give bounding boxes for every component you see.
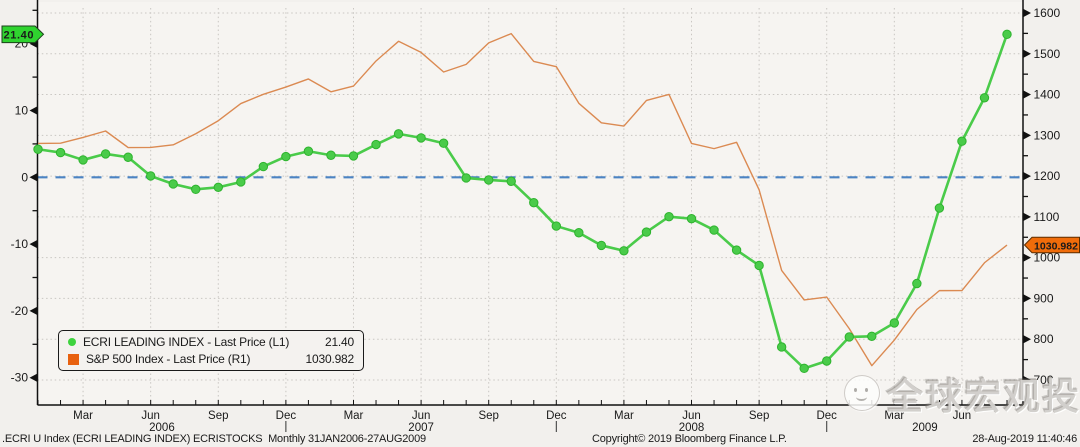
svg-text:2007: 2007 bbox=[408, 422, 434, 434]
svg-text:1600: 1600 bbox=[1034, 6, 1061, 20]
security-description: .ECRI U Index (ECRI LEADING INDEX) ECRIS… bbox=[2, 433, 426, 445]
svg-text:1500: 1500 bbox=[1034, 47, 1061, 61]
gridlines bbox=[37, 8, 1023, 405]
svg-text:Dec: Dec bbox=[276, 410, 297, 422]
svg-text:-20: -20 bbox=[11, 304, 29, 318]
svg-text:Sep: Sep bbox=[478, 410, 498, 422]
svg-text:Jun: Jun bbox=[682, 410, 701, 422]
svg-text:1200: 1200 bbox=[1034, 169, 1061, 183]
svg-text:Jun: Jun bbox=[953, 410, 972, 422]
timestamp: 28-Aug-2019 11:40:46 bbox=[972, 433, 1077, 445]
svg-text:Mar: Mar bbox=[884, 410, 904, 422]
legend-label: S&P 500 Index - Last Price (R1) bbox=[86, 351, 251, 366]
svg-text:10: 10 bbox=[15, 104, 29, 118]
svg-text:1400: 1400 bbox=[1034, 88, 1061, 102]
svg-text:1000: 1000 bbox=[1034, 251, 1061, 265]
svg-text:2006: 2006 bbox=[149, 422, 175, 434]
legend-value: 1030.982 bbox=[305, 351, 355, 366]
svg-text:Sep: Sep bbox=[749, 410, 769, 422]
svg-text:Jun: Jun bbox=[412, 410, 431, 422]
copyright-text: Copyright© 2019 Bloomberg Finance L.P. bbox=[592, 433, 787, 445]
svg-text:-30: -30 bbox=[11, 371, 29, 385]
svg-text:1030.982: 1030.982 bbox=[1034, 240, 1078, 252]
svg-text:Mar: Mar bbox=[344, 410, 364, 422]
svg-text:Dec: Dec bbox=[816, 410, 837, 422]
svg-text:Mar: Mar bbox=[614, 410, 634, 422]
last-price-badge-sp500: 1030.982 bbox=[1023, 236, 1080, 254]
ecri-markers bbox=[33, 29, 1012, 374]
right-axis: 1600 1500 1400 1300 1200 1100 1000 900 800 700 bbox=[1023, 6, 1061, 387]
legend-value: 21.40 bbox=[324, 334, 354, 349]
legend-label: ECRI LEADING INDEX - Last Price (L1) bbox=[83, 334, 290, 349]
svg-text:700: 700 bbox=[1034, 373, 1054, 387]
svg-text:-10: -10 bbox=[11, 237, 29, 251]
svg-text:2009: 2009 bbox=[912, 422, 938, 434]
chart-legend: ECRI LEADING INDEX - Last Price (L1) 21.… bbox=[58, 330, 364, 371]
last-price-badge-ecri: 21.40 bbox=[1, 25, 45, 44]
svg-text:2008: 2008 bbox=[679, 422, 705, 434]
svg-text:900: 900 bbox=[1034, 291, 1054, 305]
sp500-series-marker-icon bbox=[68, 353, 79, 365]
svg-text:800: 800 bbox=[1034, 332, 1054, 346]
x-axis: Mar Jun Sep Dec Mar Jun Sep Dec Mar Jun Sep Dec Mar J… bbox=[37, 400, 1008, 434]
legend-row-ecri: ECRI LEADING INDEX - Last Price (L1) 21.… bbox=[68, 334, 354, 351]
svg-text:1100: 1100 bbox=[1034, 210, 1060, 224]
svg-text:Sep: Sep bbox=[208, 410, 228, 422]
svg-text:21.40: 21.40 bbox=[4, 30, 34, 42]
ecri-series-marker-icon bbox=[68, 338, 76, 346]
sp500-line bbox=[37, 32, 1008, 367]
svg-text:Mar: Mar bbox=[73, 410, 93, 422]
svg-text:Dec: Dec bbox=[546, 410, 567, 422]
svg-text:Jun: Jun bbox=[141, 410, 160, 422]
svg-text:0: 0 bbox=[21, 170, 28, 184]
legend-row-sp500: S&P 500 Index - Last Price (R1) 1030.982 bbox=[68, 351, 354, 368]
status-bar: .ECRI U Index (ECRI LEADING INDEX) ECRIS… bbox=[0, 432, 1080, 447]
svg-text:1300: 1300 bbox=[1034, 128, 1061, 142]
